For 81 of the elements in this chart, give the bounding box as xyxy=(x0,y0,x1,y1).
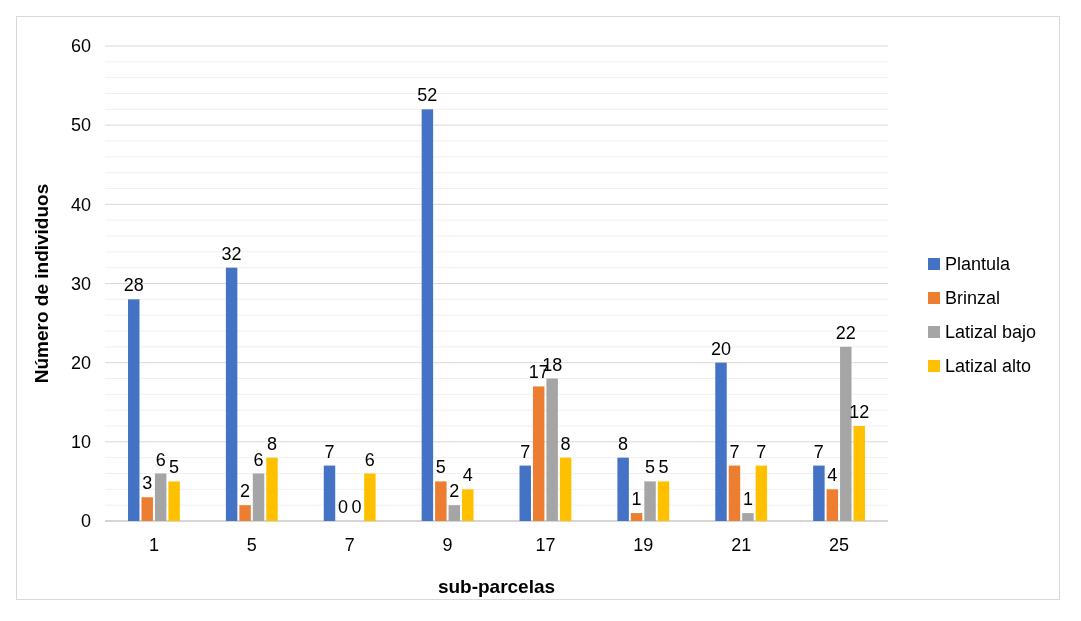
legend-label: Plantula xyxy=(945,254,1012,275)
data-label: 2 xyxy=(240,481,251,502)
bar xyxy=(813,465,825,521)
data-label: 7 xyxy=(813,441,824,462)
legend-label: Latizal bajo xyxy=(945,322,1037,343)
data-label: 28 xyxy=(123,275,144,296)
bar xyxy=(239,505,251,521)
bar xyxy=(755,465,768,521)
bar xyxy=(448,505,461,521)
bar xyxy=(519,465,531,521)
x-axis-title: sub-parcelas xyxy=(437,576,556,597)
bar xyxy=(826,489,839,521)
y-tick-label: 20 xyxy=(70,352,91,373)
bar xyxy=(421,109,434,521)
data-label: 1 xyxy=(742,489,753,510)
bar xyxy=(323,465,336,521)
y-tick-label: 30 xyxy=(70,273,91,294)
data-label: 6 xyxy=(253,449,264,470)
x-tick-label: 21 xyxy=(731,535,752,555)
bar xyxy=(715,362,727,521)
x-tick-label: 19 xyxy=(633,535,654,555)
bar xyxy=(644,481,656,521)
data-label: 7 xyxy=(324,441,335,462)
data-label: 2 xyxy=(449,481,460,502)
bar xyxy=(853,426,865,521)
data-label: 7 xyxy=(520,441,531,462)
data-label: 1 xyxy=(631,489,642,510)
bar xyxy=(630,513,643,521)
x-tick-label: 9 xyxy=(442,535,453,555)
bar xyxy=(364,473,376,521)
y-tick-label: 0 xyxy=(80,511,91,532)
bar xyxy=(728,465,741,521)
x-tick-label: 25 xyxy=(829,535,850,555)
data-label: 8 xyxy=(618,433,629,454)
bar xyxy=(225,267,238,521)
data-label: 4 xyxy=(462,465,473,486)
bar xyxy=(154,473,167,521)
data-label: 12 xyxy=(849,402,870,422)
data-label: 0 xyxy=(337,497,348,517)
data-label: 20 xyxy=(710,338,732,359)
x-tick-label: 1 xyxy=(148,535,159,555)
legend-label: Latizal alto xyxy=(945,356,1032,377)
y-tick-label: 50 xyxy=(70,115,91,136)
y-axis-title: Número de individuos xyxy=(31,183,52,384)
data-label: 5 xyxy=(435,457,446,478)
data-label: 5 xyxy=(645,457,656,478)
data-label: 32 xyxy=(221,243,242,264)
bar xyxy=(141,497,153,521)
bar xyxy=(559,457,572,521)
bar xyxy=(435,481,447,521)
data-label: 52 xyxy=(417,85,438,106)
data-label: 22 xyxy=(835,322,856,343)
data-label: 7 xyxy=(756,441,767,462)
data-label: 8 xyxy=(560,433,571,454)
x-tick-label: 17 xyxy=(535,535,556,555)
data-label: 5 xyxy=(169,457,180,478)
x-tick-label: 7 xyxy=(344,535,355,555)
bar xyxy=(462,489,474,521)
data-label: 5 xyxy=(658,457,669,478)
y-tick-label: 10 xyxy=(70,432,91,453)
bar xyxy=(168,481,180,521)
legend-label: Brinzal xyxy=(945,288,1001,309)
bar xyxy=(546,378,558,521)
x-tick-label: 5 xyxy=(246,535,257,555)
bar xyxy=(128,299,140,521)
data-label: 8 xyxy=(266,433,278,454)
data-label: 3 xyxy=(142,473,153,494)
bar xyxy=(840,346,852,521)
bar xyxy=(742,513,754,521)
data-label: 0 xyxy=(351,497,362,517)
y-tick-label: 40 xyxy=(70,194,91,215)
bar xyxy=(617,457,629,521)
data-label: 6 xyxy=(155,449,166,470)
bar xyxy=(266,457,278,521)
data-label: 4 xyxy=(827,465,838,486)
bar xyxy=(532,386,545,521)
bar xyxy=(252,473,265,521)
data-label: 6 xyxy=(364,449,375,470)
bar xyxy=(657,481,670,521)
data-label: 7 xyxy=(729,441,740,462)
y-tick-label: 60 xyxy=(70,36,91,57)
